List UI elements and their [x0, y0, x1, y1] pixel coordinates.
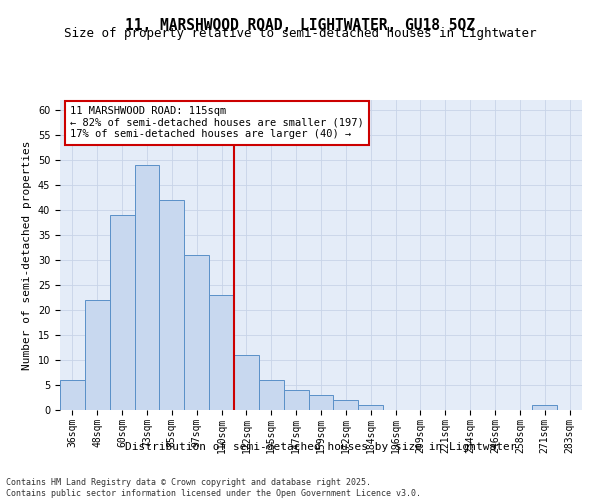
- Text: 11 MARSHWOOD ROAD: 115sqm
← 82% of semi-detached houses are smaller (197)
17% of: 11 MARSHWOOD ROAD: 115sqm ← 82% of semi-…: [70, 106, 364, 140]
- Text: 11, MARSHWOOD ROAD, LIGHTWATER, GU18 5QZ: 11, MARSHWOOD ROAD, LIGHTWATER, GU18 5QZ: [125, 18, 475, 32]
- Bar: [532, 405, 557, 410]
- Text: Size of property relative to semi-detached houses in Lightwater: Size of property relative to semi-detach…: [64, 28, 536, 40]
- Bar: [85, 300, 110, 410]
- Text: Contains HM Land Registry data © Crown copyright and database right 2025.
Contai: Contains HM Land Registry data © Crown c…: [6, 478, 421, 498]
- Bar: [259, 380, 284, 410]
- Bar: [284, 390, 308, 410]
- Bar: [134, 165, 160, 410]
- Y-axis label: Number of semi-detached properties: Number of semi-detached properties: [22, 140, 32, 370]
- Bar: [110, 215, 134, 410]
- Text: Distribution of semi-detached houses by size in Lightwater: Distribution of semi-detached houses by …: [125, 442, 517, 452]
- Bar: [209, 295, 234, 410]
- Bar: [358, 405, 383, 410]
- Bar: [184, 255, 209, 410]
- Bar: [234, 355, 259, 410]
- Bar: [60, 380, 85, 410]
- Bar: [160, 200, 184, 410]
- Bar: [334, 400, 358, 410]
- Bar: [308, 395, 334, 410]
